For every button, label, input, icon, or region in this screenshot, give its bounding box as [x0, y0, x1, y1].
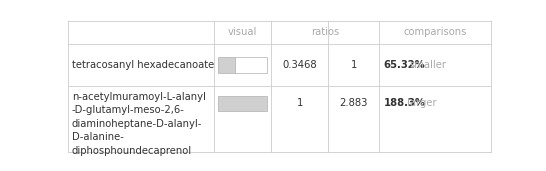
- Text: 1: 1: [296, 98, 303, 108]
- Text: larger: larger: [407, 98, 436, 108]
- Text: 188.3%: 188.3%: [383, 98, 425, 108]
- Text: tetracosanyl hexadecanoate: tetracosanyl hexadecanoate: [72, 60, 214, 70]
- Text: 65.32%: 65.32%: [383, 60, 425, 70]
- Bar: [218, 96, 267, 111]
- Text: 1: 1: [351, 60, 357, 70]
- Bar: [235, 57, 267, 73]
- Text: n-acetylmuramoyl-L-alanyl
-D-glutamyl-meso-2,6-
diaminoheptane-D-alanyl-
D-alani: n-acetylmuramoyl-L-alanyl -D-glutamyl-me…: [72, 92, 205, 156]
- Text: 0.3468: 0.3468: [283, 60, 317, 70]
- Text: ratios: ratios: [311, 27, 340, 37]
- Text: 2.883: 2.883: [340, 98, 368, 108]
- Text: smaller: smaller: [410, 60, 447, 70]
- Bar: [218, 57, 235, 73]
- Text: visual: visual: [228, 27, 258, 37]
- Text: comparisons: comparisons: [403, 27, 467, 37]
